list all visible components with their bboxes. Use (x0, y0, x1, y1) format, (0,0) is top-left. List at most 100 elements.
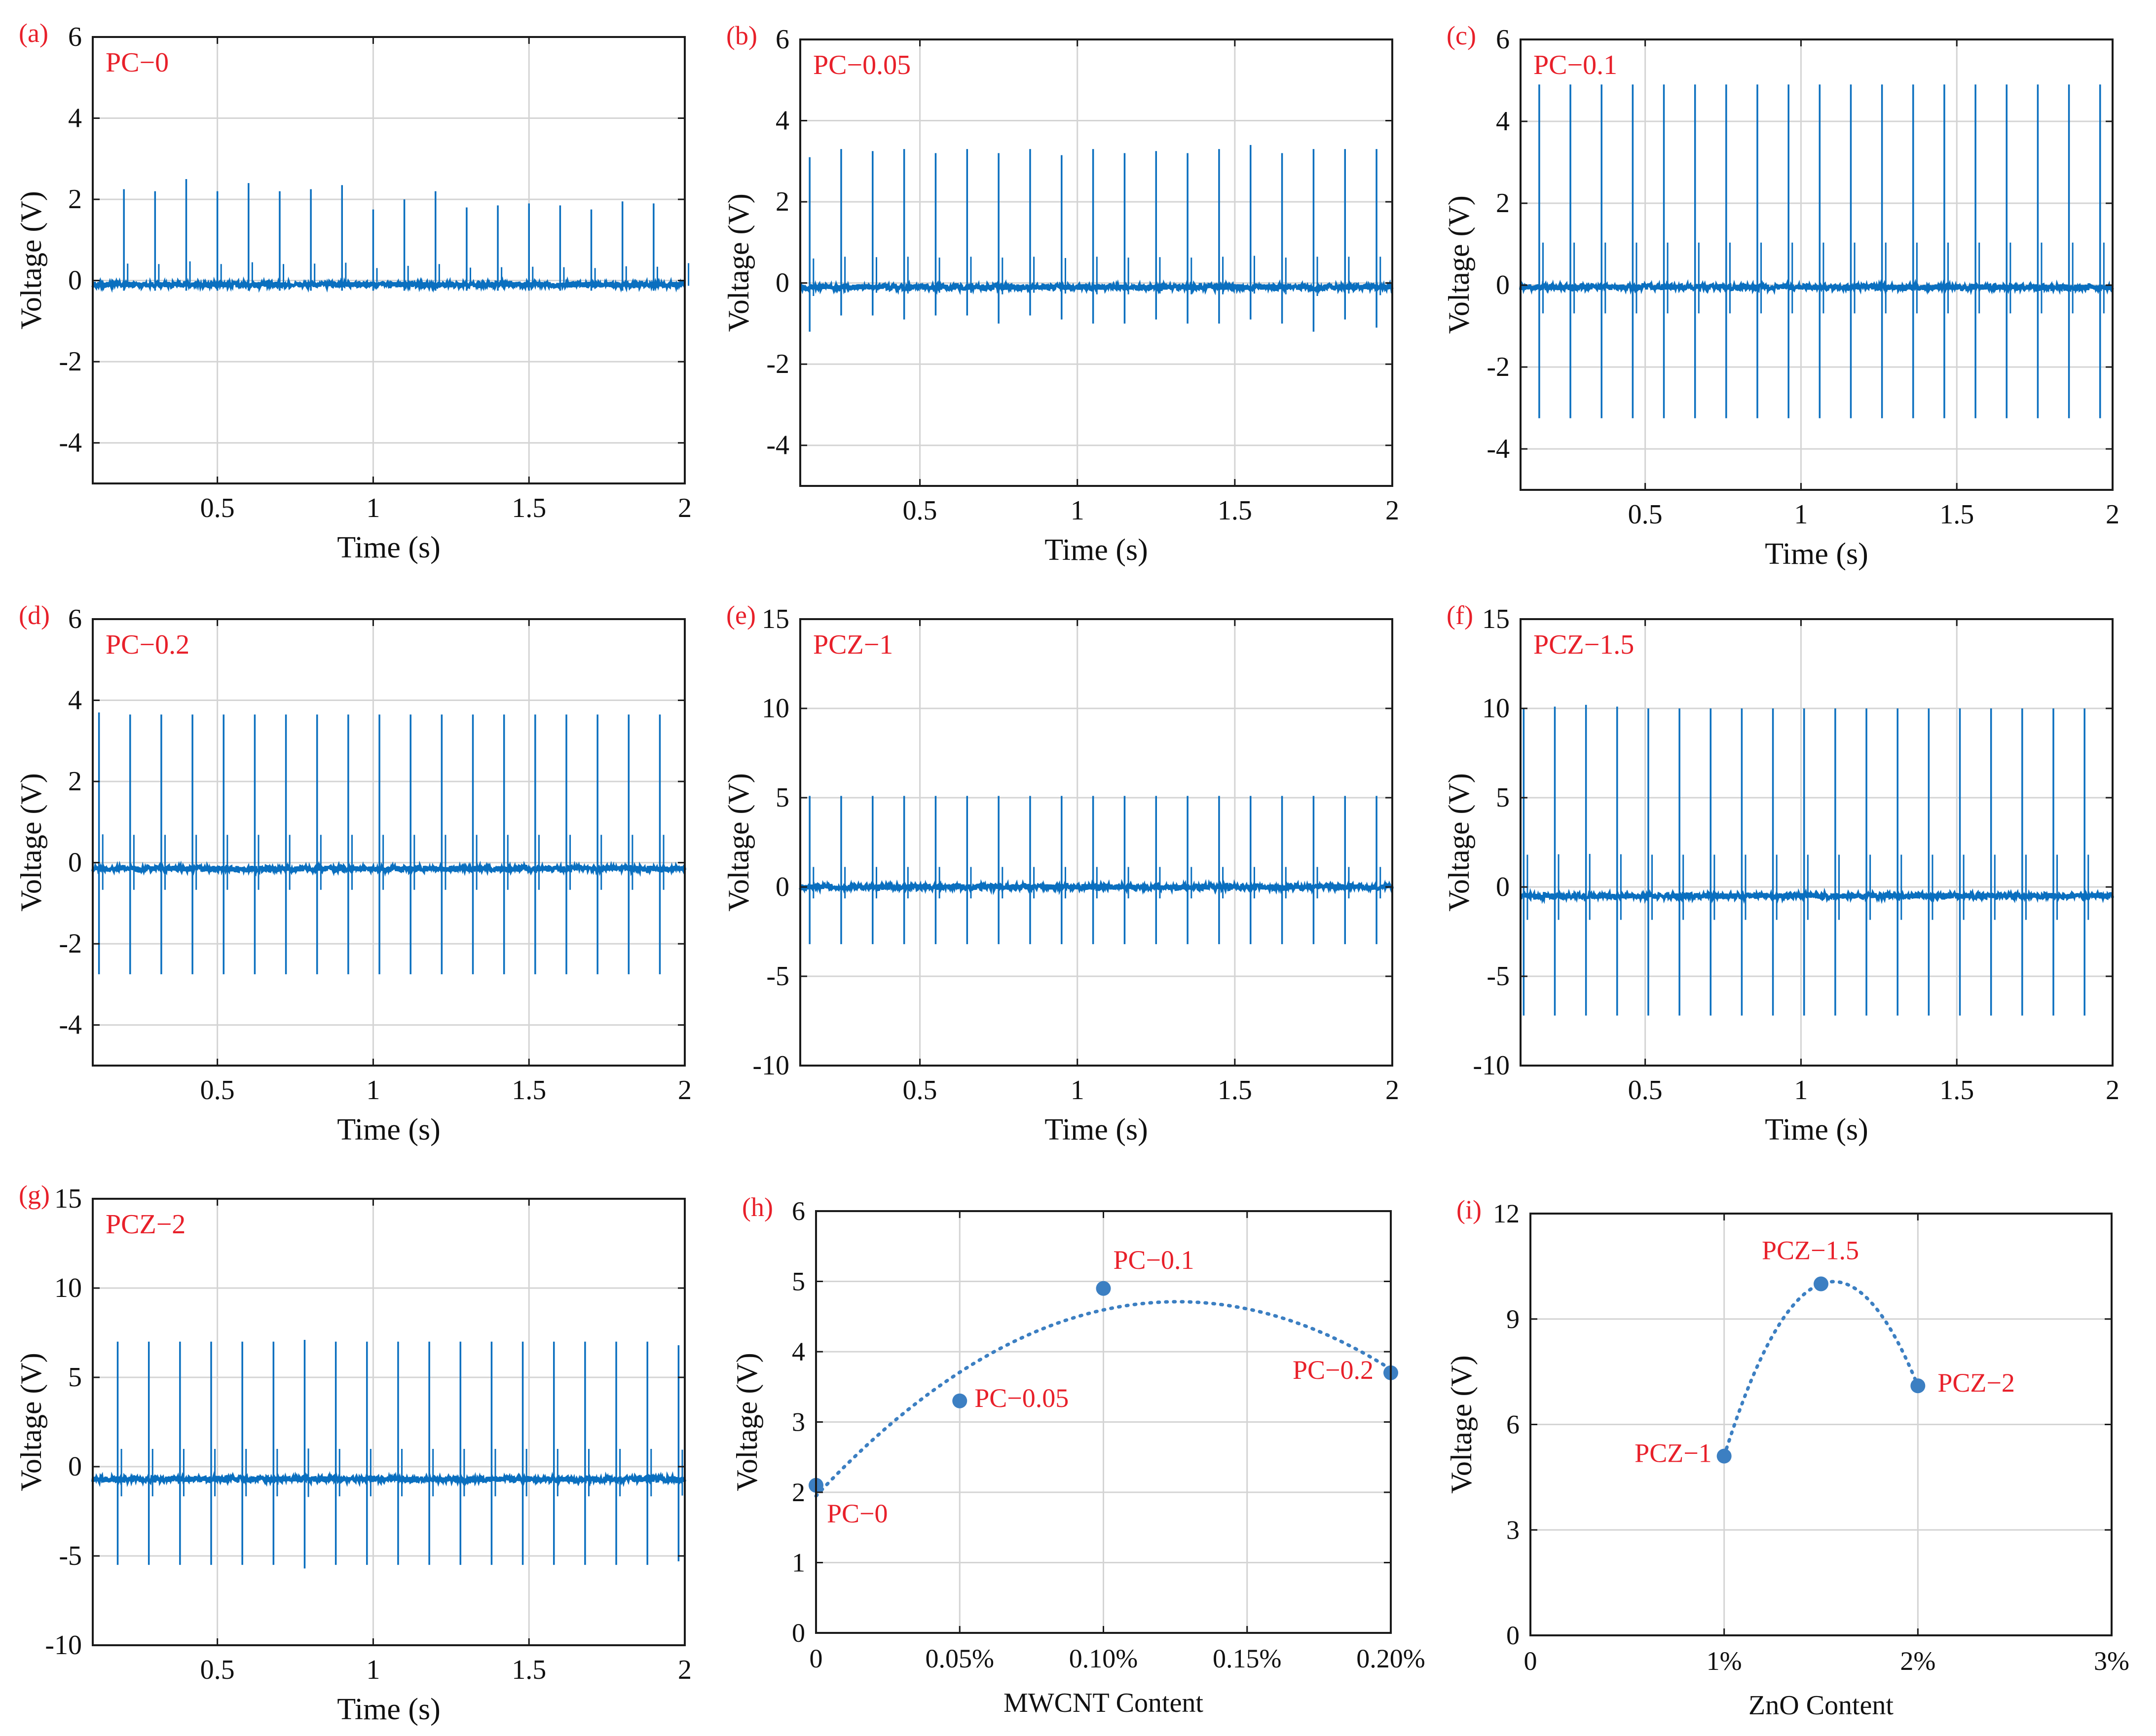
y-tick-label: 0 (792, 1618, 805, 1648)
point-label: PC−0.05 (974, 1383, 1069, 1413)
y-axis-label: Voltage (V) (1443, 773, 1475, 912)
series-label: PCZ−2 (106, 1209, 186, 1240)
x-tick-label: 2 (678, 1075, 692, 1106)
y-axis-label: Voltage (V) (1445, 1355, 1478, 1494)
point-label: PCZ−1.5 (1762, 1236, 1859, 1265)
x-tick-label: 1 (1071, 1075, 1084, 1106)
y-tick-label: 6 (68, 604, 82, 634)
y-tick-label: 2 (776, 186, 789, 217)
point-label: PCZ−2 (1937, 1368, 2015, 1398)
x-tick-label: 2 (2106, 1075, 2119, 1106)
point-label: PC−0 (827, 1499, 888, 1528)
plot-frame (799, 618, 1393, 1067)
y-tick-label: -4 (766, 430, 789, 461)
y-tick-label: -5 (766, 961, 789, 992)
y-tick-label: 0 (776, 268, 789, 298)
y-tick-label: 6 (792, 1196, 805, 1226)
y-tick-label: 4 (68, 685, 82, 716)
y-tick-label: 0 (68, 848, 82, 878)
y-tick-label: -4 (1487, 434, 1510, 464)
x-tick-label: 0.5 (200, 493, 235, 523)
x-tick-label: 1.5 (512, 493, 546, 523)
x-tick-label: 0.5 (1628, 1075, 1663, 1106)
y-tick-label: 5 (776, 782, 789, 813)
y-tick-label: 15 (1482, 604, 1510, 634)
panel-i: PCZ−1 PCZ−1.5 PCZ−2 0 1% 2% 3% 0 3 6 9 12 ZnO Conten… (1445, 1195, 2129, 1721)
y-axis-label: Voltage (V) (722, 773, 755, 912)
panel-letter: (d) (19, 600, 50, 630)
y-tick-label: 5 (68, 1362, 82, 1393)
x-axis-label: Time (s) (337, 1693, 441, 1726)
y-tick-label: 6 (1506, 1410, 1520, 1440)
y-tick-label: -2 (59, 928, 82, 959)
y-tick-label: 4 (792, 1337, 805, 1367)
plot-frame (92, 1198, 686, 1646)
x-axis-label: MWCNT Content (1004, 1688, 1203, 1718)
series-label: PC−0 (106, 47, 169, 78)
y-axis-label: Voltage (V) (15, 773, 47, 912)
panel-h: PC−0 PC−0.05 PC−0.1 PC−0.2 0 0.05% 0.10% 0.15% 0… (731, 1192, 1425, 1718)
y-tick-label: 4 (1496, 106, 1510, 137)
y-tick-label: 9 (1506, 1304, 1520, 1334)
plot-frame (92, 618, 686, 1067)
y-tick-label: -4 (59, 428, 82, 458)
x-tick-label: 0 (1524, 1646, 1537, 1676)
y-axis-label: Voltage (V) (731, 1353, 763, 1491)
data-point (1814, 1276, 1828, 1292)
x-tick-label: 2 (678, 1655, 692, 1685)
y-tick-label: 0 (1496, 270, 1510, 300)
y-tick-label: 15 (54, 1183, 82, 1214)
y-tick-label: 3 (792, 1407, 805, 1437)
panel-letter: (h) (742, 1192, 773, 1222)
x-tick-label: 0.5 (903, 495, 937, 526)
signal-baseline (1519, 887, 2114, 904)
x-tick-label: 1 (366, 1075, 380, 1106)
x-tick-label: 2 (678, 493, 692, 523)
data-point (1716, 1448, 1732, 1464)
y-tick-label: 0 (776, 872, 789, 902)
y-tick-label: 6 (1496, 24, 1510, 55)
point-label: PC−0.2 (1293, 1355, 1374, 1385)
series-label: PC−0.2 (106, 629, 189, 660)
signal-baseline (1519, 279, 2114, 295)
y-tick-label: 6 (776, 24, 789, 55)
x-axis-label: Time (s) (337, 1113, 441, 1146)
y-tick-label: -10 (752, 1050, 789, 1081)
y-tick-label: -2 (59, 346, 82, 377)
signal-baseline (91, 1471, 686, 1487)
y-tick-label: -10 (1473, 1050, 1510, 1081)
y-tick-label: 5 (1496, 782, 1510, 813)
x-tick-label: 2 (2106, 499, 2119, 530)
y-tick-label: 2 (1496, 188, 1510, 219)
y-tick-label: 0 (1506, 1621, 1520, 1650)
y-tick-label: -10 (45, 1630, 82, 1661)
y-tick-label: 2 (68, 766, 82, 797)
y-tick-label: -5 (59, 1541, 82, 1571)
y-axis-label: Voltage (V) (722, 193, 755, 332)
y-tick-label: 0 (1496, 872, 1510, 902)
signal-baseline (91, 276, 686, 293)
panel-letter: (e) (726, 600, 756, 630)
x-axis-label: Time (s) (1044, 533, 1148, 567)
panel-letter: (c) (1447, 21, 1476, 50)
y-tick-label: 6 (68, 22, 82, 52)
y-tick-label: 3 (1506, 1515, 1520, 1545)
x-tick-label: 1.5 (1939, 1075, 1974, 1106)
x-tick-label: 1.5 (512, 1655, 546, 1685)
x-tick-label: 0.05% (926, 1644, 994, 1673)
data-point (1096, 1281, 1111, 1296)
x-tick-label: 0.10% (1069, 1644, 1138, 1673)
x-tick-label: 1 (1794, 499, 1808, 530)
x-tick-label: 1.5 (512, 1075, 546, 1106)
y-tick-label: 2 (792, 1477, 805, 1507)
panel-a: PC−0 0.5 1 1.5 2 -4 -2 0 2 4 6 Time (s) Voltage (V) (… (15, 18, 692, 564)
x-tick-label: 0 (810, 1644, 823, 1673)
x-tick-label: 0.5 (200, 1075, 235, 1106)
x-tick-label: 0.20% (1356, 1644, 1425, 1673)
y-tick-label: 0 (68, 1451, 82, 1482)
fit-curve (1722, 1280, 1920, 1458)
data-point (952, 1393, 967, 1408)
x-tick-label: 0.5 (200, 1655, 235, 1685)
panel-letter: (b) (726, 21, 757, 50)
y-tick-label: -2 (1487, 352, 1510, 382)
